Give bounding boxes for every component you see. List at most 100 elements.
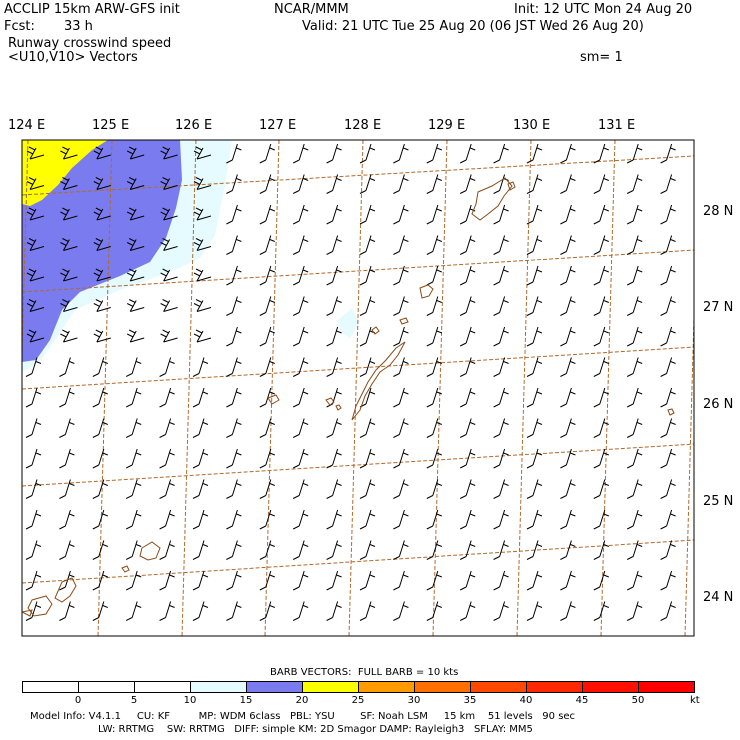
wind-barb [359,204,376,225]
wind-barb [160,268,178,282]
lon-label: 128 E [344,118,382,133]
wind-barb [660,265,676,286]
wind-barb [25,479,42,499]
wind-barb [493,479,509,499]
wind-barb [459,479,476,499]
wind-barb [526,448,543,469]
wind-barb [493,265,509,286]
wind-barb [59,357,75,377]
wind-barb [359,235,376,255]
wind-barb [493,387,509,408]
wind-barb [226,174,242,194]
wind-barb [193,177,212,190]
model-title: ACCLIP 15km ARW-GFS init [4,2,180,17]
wind-barb [526,570,543,591]
wind-barb [160,329,178,343]
wind-barb [60,268,78,282]
wind-barb [326,418,342,438]
wind-barb [193,299,212,312]
forecast-label: Fcst: [4,19,35,34]
wind-barb [426,265,442,286]
wind-barb [626,357,643,377]
wind-barb [526,479,543,499]
meridian-line [684,299,694,636]
wind-barb [92,570,108,591]
wind-barb [292,265,309,286]
wind-barb [526,235,543,255]
wind-barb [660,479,676,499]
wind-barb [560,296,576,316]
ishigaki-island [54,577,77,603]
lat-label: 26 N [703,397,734,412]
wind-barb [160,299,178,312]
wind-barb [560,570,576,591]
wind-barb [326,326,342,347]
wind-barb [259,326,275,347]
wind-barb [560,265,576,286]
wind-barb [226,204,242,225]
wind-barb [459,265,476,286]
wind-barb [92,509,108,530]
wind-barb [426,174,442,194]
wind-barb [359,570,376,591]
wind-barb [125,570,142,591]
model-info-line1: Model Info: V4.1.1 CU: KF MP: WDM 6class… [30,711,576,722]
yoron-island [371,326,380,335]
wind-barb [626,418,643,438]
wind-barb [660,448,676,469]
wind-barb [192,509,209,530]
wind-barb [26,238,45,251]
wind-barb [292,235,309,255]
wind-barb [526,296,543,316]
wind-barb [493,418,509,438]
wind-barb [326,479,342,499]
wind-barb [25,418,42,438]
wind-barb [93,146,111,160]
wind-barb [359,448,376,469]
wind-barb [593,326,609,347]
color-scale-tick: 15 [239,695,253,706]
wind-barb [92,479,108,499]
wind-barb [626,235,643,255]
wind-barb [526,204,543,225]
wind-barb [59,387,75,408]
wind-barb [393,387,409,408]
wind-barb [226,143,242,164]
wind-barb [326,540,342,560]
lon-label: 129 E [428,118,466,133]
wind-barb [560,174,576,194]
wind-barb [226,357,242,377]
wind-barb [326,448,342,469]
wind-barb [292,326,309,347]
wind-barb [426,479,442,499]
wind-barb [426,204,442,225]
amami-island [471,177,513,221]
wind-barb [459,235,476,255]
wind-barb [359,265,376,286]
wind-barb [459,143,476,164]
miyako-island [139,541,161,561]
wind-barb [560,235,576,255]
wind-barb [526,418,543,438]
wind-barb [25,509,42,530]
wind-barb [26,268,45,282]
wind-barb [426,143,442,164]
wind-barb [326,143,342,164]
wind-barb [193,329,212,343]
wind-barb [259,357,275,377]
wind-barb [92,357,108,377]
wind-barb [59,479,75,499]
wind-barb [459,296,476,316]
wind-barb [59,509,75,530]
color-bin [414,681,471,693]
tokunoshima-island [419,284,434,299]
wind-barb [526,143,543,164]
kerama-islands [325,397,342,411]
wind-barb [593,174,609,194]
wind-barb [326,174,342,194]
map-border [21,139,695,637]
wind-barb [160,177,178,190]
wind-barb [26,329,45,343]
wind-barb [660,326,676,347]
wind-barb [393,174,409,194]
